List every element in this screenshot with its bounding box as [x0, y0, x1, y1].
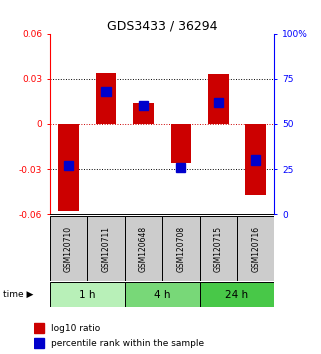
- Bar: [64, 161, 73, 170]
- Bar: [58, 124, 79, 211]
- Bar: [101, 87, 110, 96]
- Text: 1 h: 1 h: [79, 290, 95, 299]
- Bar: [87, 216, 125, 281]
- Text: GSM120648: GSM120648: [139, 225, 148, 272]
- Text: 24 h: 24 h: [225, 290, 248, 299]
- Bar: [170, 124, 191, 163]
- Bar: [162, 216, 200, 281]
- Bar: [214, 98, 223, 107]
- Bar: [50, 282, 125, 307]
- Bar: [34, 338, 44, 348]
- Bar: [200, 282, 274, 307]
- Bar: [246, 124, 266, 195]
- Text: log10 ratio: log10 ratio: [51, 324, 100, 333]
- Bar: [96, 73, 116, 124]
- Title: GDS3433 / 36294: GDS3433 / 36294: [107, 19, 217, 33]
- Text: GSM120716: GSM120716: [251, 225, 260, 272]
- Bar: [139, 101, 148, 110]
- Bar: [208, 74, 229, 124]
- Text: GSM120711: GSM120711: [101, 226, 110, 272]
- Bar: [125, 282, 200, 307]
- Bar: [176, 163, 186, 172]
- Bar: [133, 103, 154, 124]
- Bar: [50, 216, 87, 281]
- Text: percentile rank within the sample: percentile rank within the sample: [51, 339, 204, 348]
- Text: GSM120715: GSM120715: [214, 225, 223, 272]
- Bar: [251, 155, 260, 165]
- Text: 4 h: 4 h: [154, 290, 170, 299]
- Text: time ▶: time ▶: [3, 290, 34, 299]
- Text: GSM120708: GSM120708: [176, 225, 185, 272]
- Bar: [200, 216, 237, 281]
- Text: GSM120710: GSM120710: [64, 225, 73, 272]
- Bar: [34, 324, 44, 333]
- Bar: [125, 216, 162, 281]
- Bar: [237, 216, 274, 281]
